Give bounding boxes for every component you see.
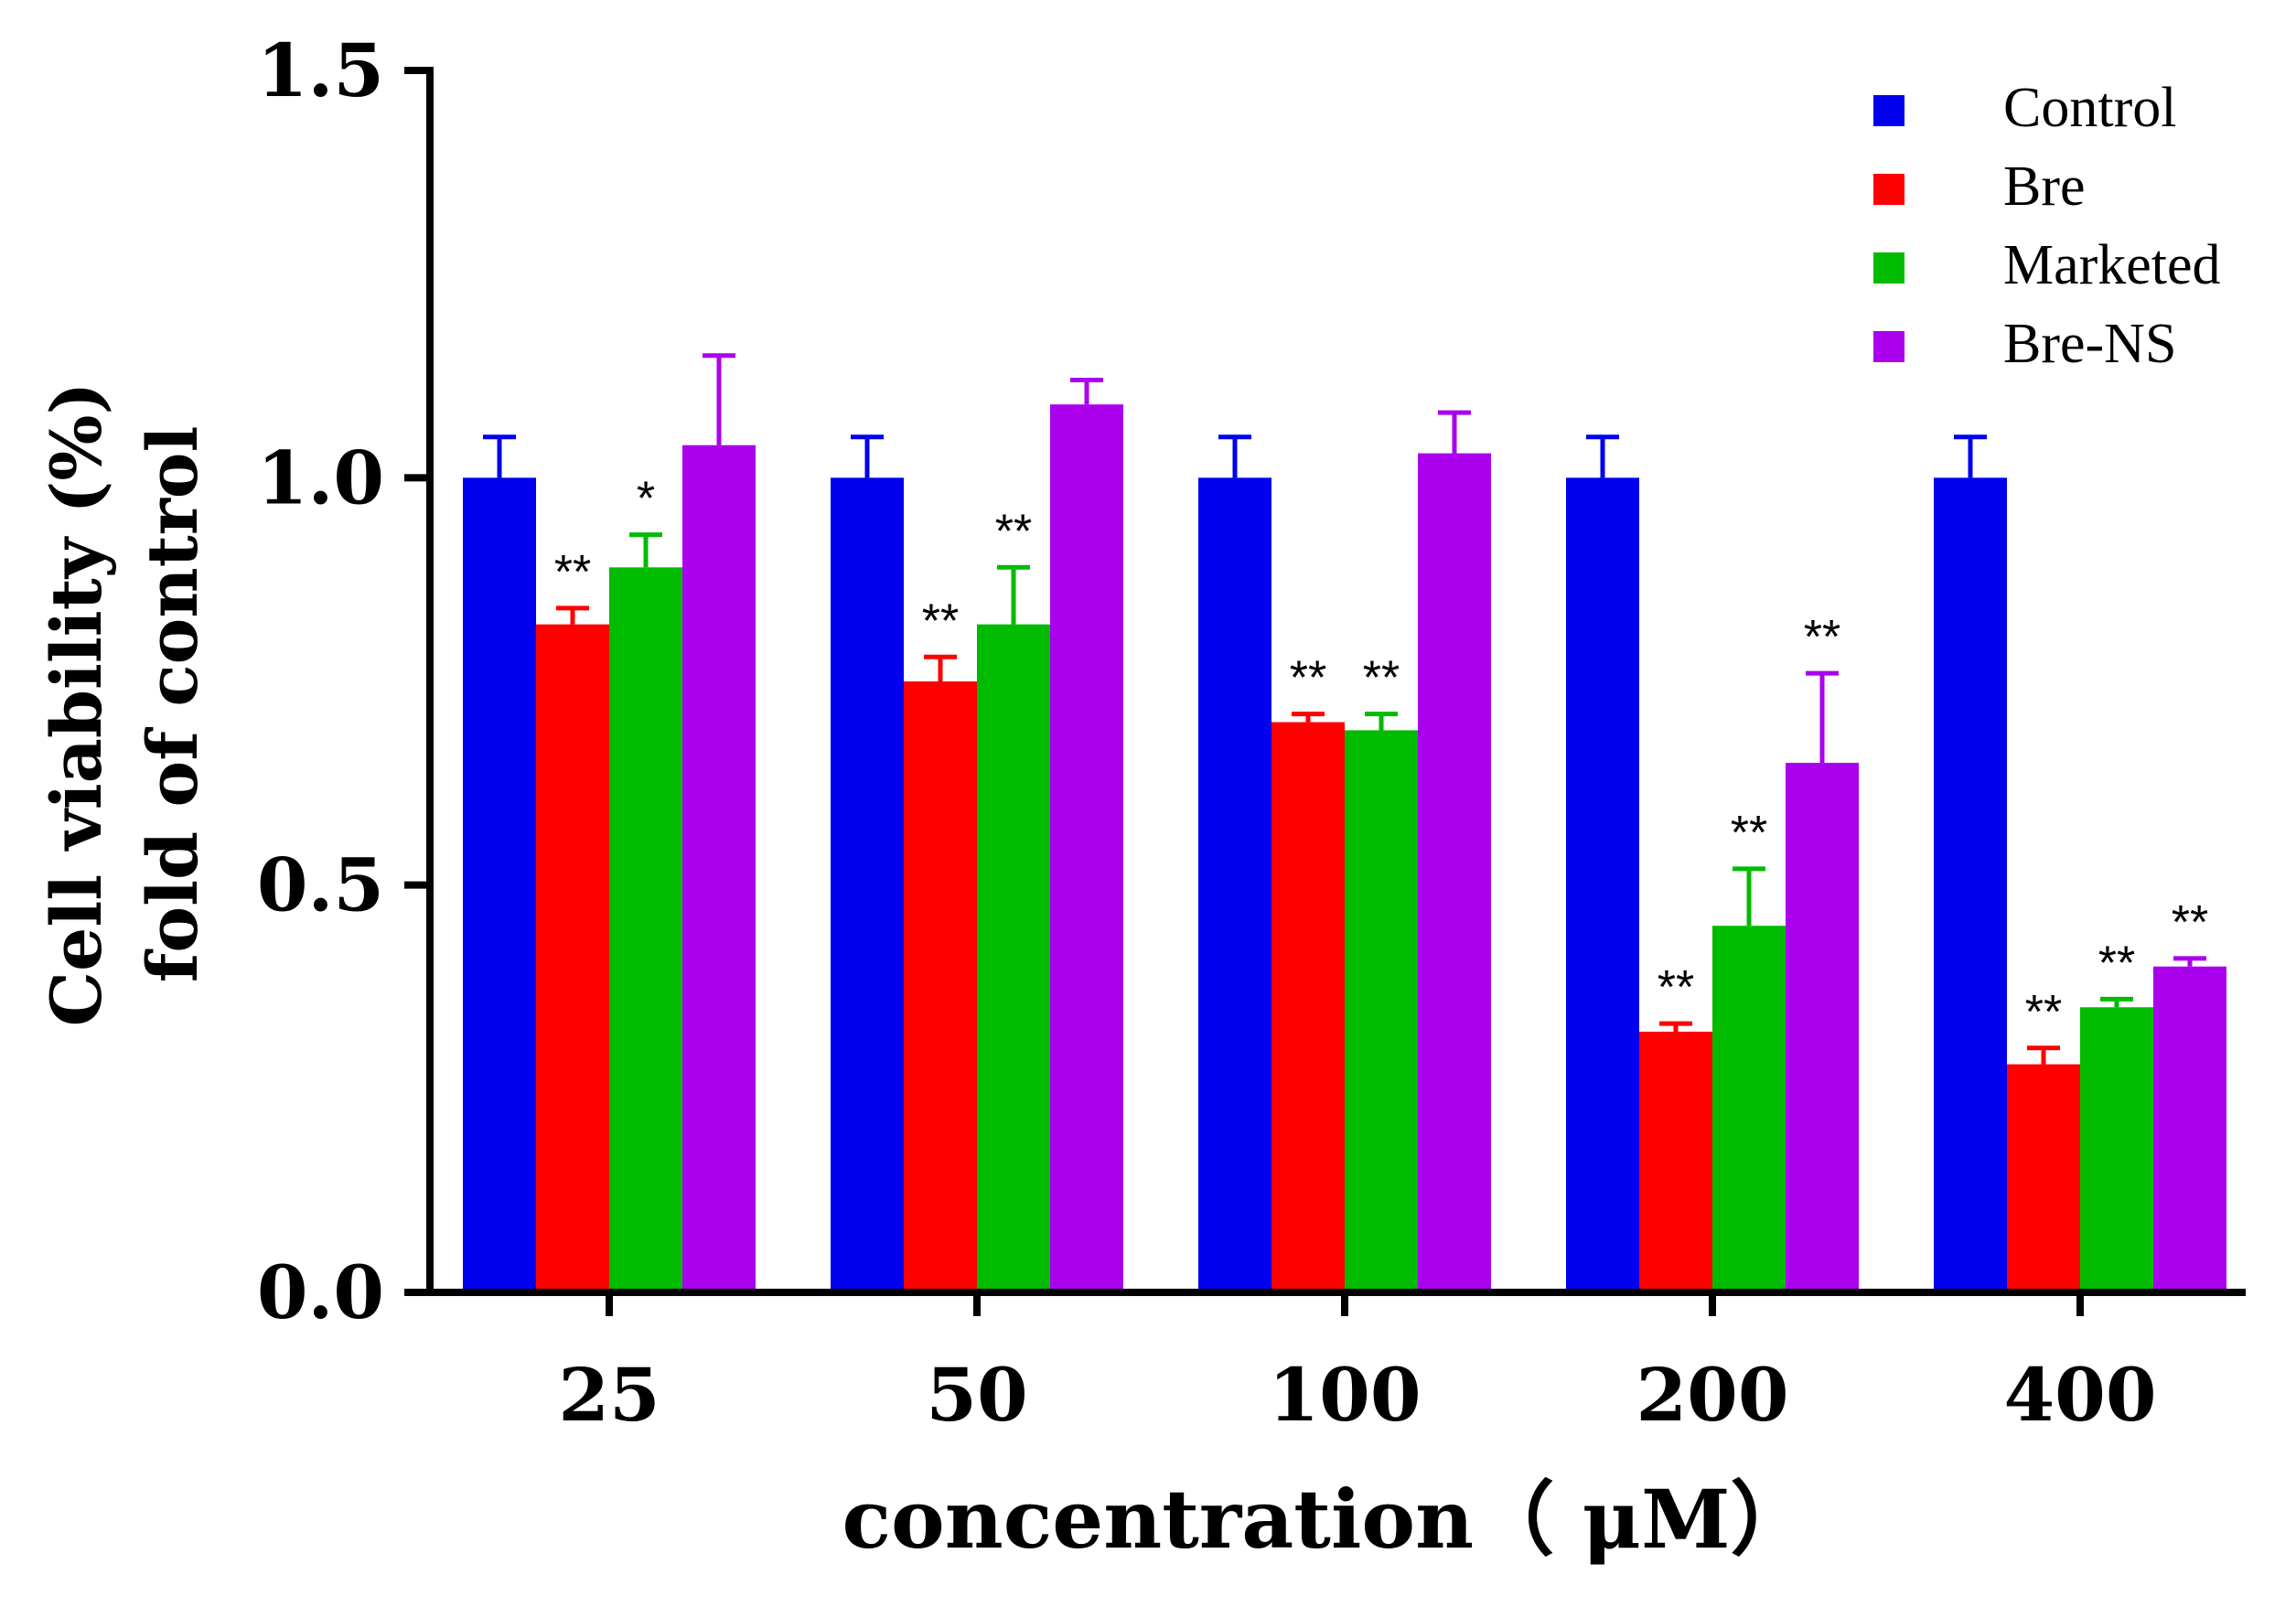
bar-bre-ns-400 — [2153, 966, 2226, 1292]
legend: Control Bre Marketed Bre-NS — [1873, 77, 2221, 375]
significance-label-marketed-100: ** — [1363, 652, 1400, 705]
error-bar-bre-100 — [1292, 712, 1325, 723]
error-bar-bre-400 — [2027, 1045, 2060, 1065]
bar-bre-ns-50 — [1050, 404, 1123, 1292]
bar-marketed-25 — [609, 567, 682, 1292]
bar-marketed-100 — [1345, 730, 1418, 1292]
bar-bre-100 — [1271, 722, 1345, 1292]
significance-label-bre-ns-200: ** — [1804, 611, 1840, 664]
y-axis-title-line1: Cell viability (%) — [36, 382, 117, 1027]
error-bar-bre-ns-200 — [1806, 670, 1839, 764]
error-bar-control-200 — [1586, 434, 1619, 478]
y-tick-label-0.0: 0.0 — [257, 1249, 384, 1335]
x-axis-title: concentration（ μM） — [842, 1472, 1810, 1567]
significance-label-marketed-200: ** — [1731, 807, 1767, 860]
significance-label-bre-400: ** — [2025, 986, 2062, 1039]
legend-item-marketed: Marketed — [1873, 234, 2221, 296]
error-bar-control-25 — [483, 434, 516, 478]
x-tick-label-50: 50 — [926, 1352, 1027, 1438]
y-tick-label-0.5: 0.5 — [257, 842, 384, 928]
error-bar-bre-ns-50 — [1070, 377, 1103, 405]
bar-control-25 — [463, 477, 536, 1292]
significance-label-marketed-400: ** — [2098, 937, 2135, 990]
error-bar-bre-25 — [556, 605, 589, 625]
error-bar-marketed-200 — [1733, 866, 1765, 927]
error-bar-bre-ns-100 — [1438, 410, 1471, 454]
legend-item-bre: Bre — [1873, 155, 2086, 218]
bar-control-400 — [1934, 477, 2007, 1292]
x-tick-label-100: 100 — [1269, 1352, 1422, 1438]
significance-label-bre-ns-400: ** — [2172, 896, 2208, 949]
error-bar-control-400 — [1954, 434, 1987, 478]
bar-marketed-50 — [977, 624, 1050, 1292]
legend-item-bre-ns: Bre-NS — [1873, 313, 2176, 375]
bar-bre-ns-200 — [1786, 763, 1859, 1292]
error-bar-marketed-100 — [1365, 712, 1398, 731]
error-bars-layer — [483, 353, 2206, 1065]
legend-label: Control — [2003, 77, 2176, 139]
axes-layer: 25 50 100 200 400 0.0 0.5 1.0 1.5 — [257, 27, 2246, 1438]
x-tick-label-25: 25 — [558, 1352, 660, 1438]
bar-control-200 — [1566, 477, 1639, 1292]
y-tick-label-1.5: 1.5 — [257, 27, 384, 113]
error-bar-marketed-50 — [997, 564, 1030, 625]
legend-swatch — [1873, 331, 1904, 362]
legend-item-control: Control — [1873, 77, 2176, 139]
y-tick-label-1.0: 1.0 — [257, 434, 384, 520]
significance-label-marketed-50: ** — [995, 505, 1032, 558]
bar-bre-400 — [2007, 1064, 2080, 1292]
bar-marketed-200 — [1712, 926, 1786, 1292]
bar-control-100 — [1198, 477, 1271, 1292]
error-bar-bre-200 — [1659, 1021, 1692, 1032]
error-bar-bre-ns-25 — [703, 353, 735, 445]
bars-layer — [463, 404, 2226, 1292]
legend-label: Bre — [2003, 155, 2086, 218]
legend-label: Bre-NS — [2003, 313, 2176, 375]
significance-label-marketed-25: * — [637, 473, 655, 526]
bar-bre-50 — [904, 681, 977, 1292]
significance-label-bre-200: ** — [1658, 961, 1694, 1014]
legend-swatch — [1873, 95, 1904, 126]
bar-control-50 — [831, 477, 904, 1292]
error-bar-marketed-25 — [629, 532, 662, 568]
error-bar-bre-ns-400 — [2173, 956, 2206, 967]
significance-layer: ********* ************** — [554, 473, 2208, 1039]
bar-bre-ns-100 — [1418, 453, 1491, 1292]
error-bar-control-100 — [1218, 434, 1251, 478]
error-bar-marketed-400 — [2100, 996, 2133, 1008]
significance-label-bre-25: ** — [554, 546, 591, 599]
y-axis-title-line2: fold of control — [132, 426, 213, 983]
error-bar-control-50 — [851, 434, 884, 478]
bar-bre-ns-25 — [682, 445, 756, 1292]
x-tick-label-200: 200 — [1636, 1352, 1789, 1438]
legend-swatch — [1873, 174, 1904, 205]
significance-label-bre-100: ** — [1290, 652, 1326, 705]
x-tick-label-400: 400 — [2004, 1352, 2157, 1438]
legend-label: Marketed — [2003, 234, 2221, 296]
significance-label-bre-50: ** — [922, 595, 959, 648]
error-bar-bre-50 — [924, 654, 957, 681]
bar-bre-25 — [536, 624, 609, 1292]
bar-marketed-400 — [2080, 1007, 2153, 1292]
legend-swatch — [1873, 252, 1904, 284]
bar-bre-200 — [1639, 1031, 1712, 1292]
